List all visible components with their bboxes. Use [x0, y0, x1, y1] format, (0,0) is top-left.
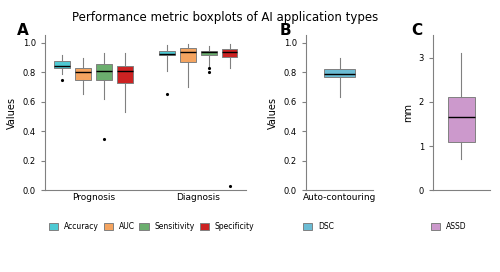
Text: B: B — [279, 23, 291, 38]
PathPatch shape — [448, 97, 474, 142]
PathPatch shape — [96, 64, 112, 80]
PathPatch shape — [201, 51, 216, 55]
PathPatch shape — [117, 66, 132, 83]
PathPatch shape — [180, 48, 196, 62]
PathPatch shape — [159, 51, 174, 55]
Text: C: C — [411, 23, 422, 38]
Legend: ASSD: ASSD — [431, 222, 467, 231]
Text: Performance metric boxplots of AI application types: Performance metric boxplots of AI applic… — [72, 11, 378, 24]
Y-axis label: Values: Values — [7, 97, 17, 129]
PathPatch shape — [222, 50, 238, 57]
Legend: Accuracy, AUC, Sensitivity, Specificity: Accuracy, AUC, Sensitivity, Specificity — [49, 222, 255, 231]
Y-axis label: mm: mm — [403, 103, 413, 122]
Legend: DSC: DSC — [303, 222, 334, 231]
PathPatch shape — [75, 68, 90, 80]
Y-axis label: Values: Values — [268, 97, 278, 129]
Text: A: A — [17, 23, 28, 38]
PathPatch shape — [54, 61, 70, 68]
PathPatch shape — [324, 69, 356, 77]
